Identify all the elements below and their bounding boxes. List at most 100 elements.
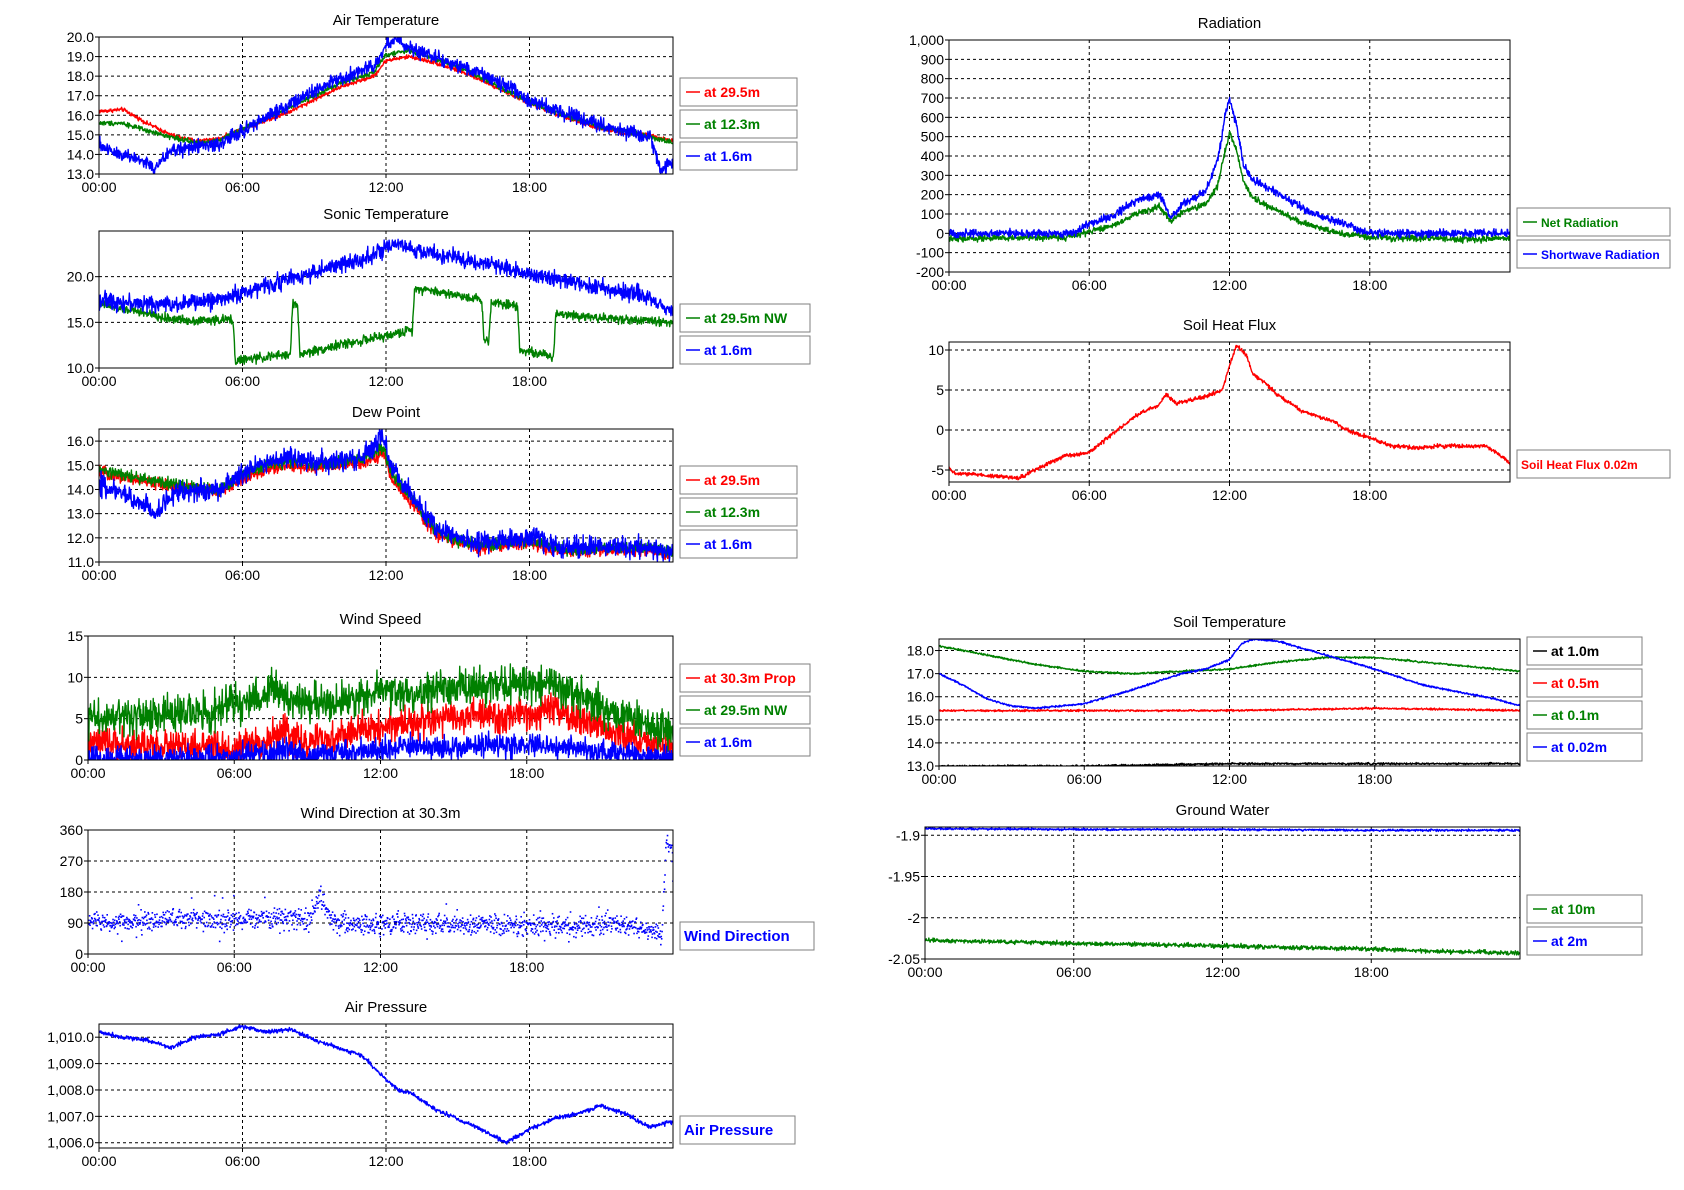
data-point [334,915,336,917]
data-point [388,926,390,929]
data-point [534,927,537,930]
data-point [545,926,547,929]
data-point [112,921,115,924]
data-point [514,920,517,923]
data-point [577,927,579,930]
data-point [473,923,476,925]
data-point [128,921,131,924]
data-point [268,912,270,914]
data-point [560,926,562,929]
data-point [300,909,303,911]
data-point [597,926,599,929]
data-point [396,913,399,915]
data-point [606,909,609,911]
data-point [488,924,490,927]
data-point [579,915,581,918]
data-point [360,931,363,933]
data-point [275,923,278,926]
data-point [92,921,94,924]
data-point [378,927,380,929]
air-temperature-title: Air Temperature [333,12,439,29]
data-point [343,919,346,921]
data-point [609,921,612,924]
data-point [311,899,313,902]
data-point [429,918,432,921]
air-pressure-chart: Air Pressure 1,006.0 1,007.0 1,008.0 1,009.0… [47,999,796,1169]
data-point [444,920,447,923]
data-point [485,922,487,924]
data-point [551,912,554,915]
data-point [263,921,266,924]
legend-label: at 1.0m [1551,643,1599,659]
data-point [660,935,663,938]
data-point [317,894,320,897]
data-point [555,925,558,928]
x-tick-label: 06:00 [225,1153,260,1169]
data-point [199,916,201,919]
data-point [105,919,107,921]
gridlines [925,827,1520,959]
data-point [167,921,170,923]
data-point [447,925,450,928]
data-point [114,926,116,928]
x-tick-label: 12:00 [368,1153,403,1169]
data-point [306,918,308,921]
data-point [277,912,280,915]
data-point [298,918,300,920]
data-point [130,925,132,928]
data-point [458,921,461,924]
data-point [544,923,547,926]
data-point [184,914,186,916]
data-point [630,925,632,928]
data-point [358,917,360,920]
data-point [378,932,381,935]
data-point [431,920,433,923]
data-point [479,918,481,921]
data-point [334,918,337,920]
data-point [599,929,602,932]
soil-temperature-legend: at 1.0m at 0.5m at 0.1m at 0.02m [1526,636,1643,762]
data-point [443,924,446,927]
x-tick-label: 18:00 [512,179,547,195]
data-point [141,934,143,936]
data-point [308,923,311,926]
data-point [297,917,299,920]
data-point [469,923,471,926]
data-point [583,927,585,930]
data-point [317,902,320,904]
data-point [345,913,347,916]
data-point [200,918,202,920]
data-point [460,925,462,928]
data-point [178,911,180,913]
data-point [376,920,379,923]
data-point [310,912,312,914]
y-tick-label: -100 [916,245,944,261]
data-point [354,929,357,932]
data-point [101,920,103,923]
data-point [407,916,410,918]
data-point [336,932,338,934]
data-point [437,914,440,917]
data-point [381,914,384,917]
data-point [240,922,242,925]
data-point [214,914,216,917]
data-point [513,926,515,929]
data-point [381,928,383,930]
data-point [395,920,398,923]
data-point [408,933,411,935]
data-point [144,911,146,913]
legend-box [679,141,798,171]
data-point [646,927,648,929]
data-point [147,913,150,915]
data-point [448,930,451,933]
data-point [223,923,225,925]
data-point [180,911,183,914]
x-tick-label: 00:00 [70,959,105,975]
data-point [658,932,661,935]
data-point [512,922,515,925]
data-point [468,928,471,931]
data-point [122,915,125,917]
y-tick-label: 180 [60,884,84,900]
data-point [176,924,179,927]
